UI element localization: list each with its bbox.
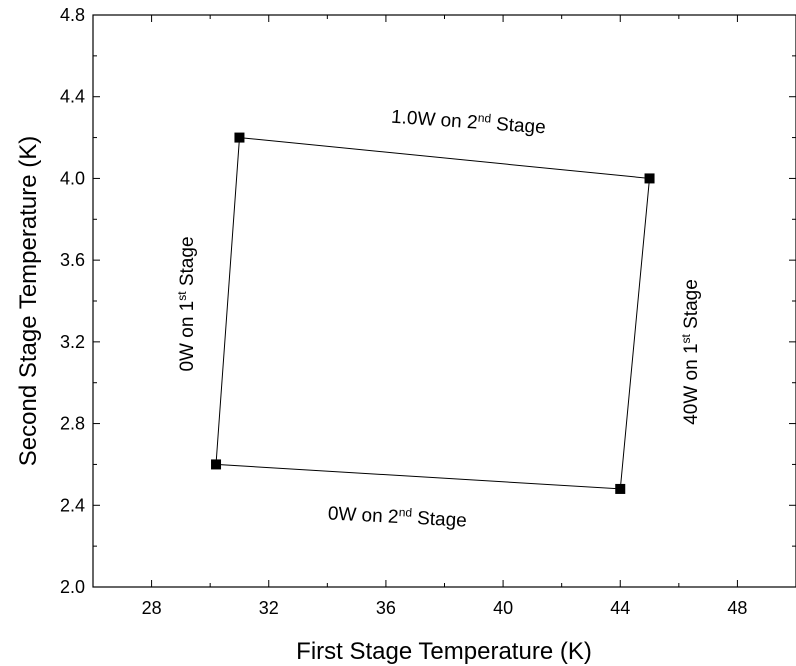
annotation-right-sup: st bbox=[679, 333, 693, 343]
annotation-left-base: 0W on 1 bbox=[177, 301, 198, 372]
annotation-left-rest: Stage bbox=[177, 236, 198, 291]
series-line bbox=[215, 137, 651, 490]
data-point bbox=[211, 459, 222, 470]
x-tick-label: 36 bbox=[376, 598, 396, 618]
x-tick-label: 48 bbox=[727, 598, 747, 618]
data-point bbox=[615, 483, 626, 494]
x-tick-label: 40 bbox=[493, 598, 513, 618]
annotation-bottom: 0W on 2nd Stage bbox=[327, 501, 467, 531]
x-tick-label: 44 bbox=[610, 598, 630, 618]
annotation-top: 1.0W on 2nd Stage bbox=[390, 105, 546, 139]
y-tick-label: 4.4 bbox=[60, 87, 85, 107]
annotation-right: 40W on 1st Stage bbox=[679, 279, 702, 425]
x-axis: 28 32 36 40 44 48 bbox=[92, 15, 796, 618]
x-tick-label: 32 bbox=[259, 598, 279, 618]
y-tick-label: 3.2 bbox=[60, 332, 85, 352]
x-axis-title: First Stage Temperature (K) bbox=[296, 638, 592, 665]
y-tick-label: 2.8 bbox=[60, 414, 85, 434]
y-tick-label: 4.8 bbox=[60, 5, 85, 25]
annotation-bottom-sup: nd bbox=[398, 505, 412, 520]
y-tick-label: 3.6 bbox=[60, 250, 85, 270]
series-markers bbox=[211, 132, 655, 494]
y-tick-label: 2.4 bbox=[60, 495, 85, 515]
annotation-top-rest: Stage bbox=[490, 114, 546, 139]
annotation-top-sup: nd bbox=[477, 111, 491, 126]
annotation-left: 0W on 1st Stage bbox=[175, 236, 198, 371]
data-point bbox=[644, 173, 655, 184]
y-tick-label: 2.0 bbox=[60, 577, 85, 597]
annotation-right-base: 40W on 1 bbox=[681, 343, 702, 424]
data-point bbox=[234, 132, 245, 143]
annotation-bottom-rest: Stage bbox=[411, 508, 467, 532]
y-axis: 2.0 2.4 2.8 3.2 3.6 4.0 4.4 4.8 bbox=[60, 5, 796, 597]
annotation-bottom-base: 0W on 2 bbox=[327, 503, 399, 528]
y-tick-label: 4.0 bbox=[60, 168, 85, 188]
y-axis-title: Second Stage Temperature (K) bbox=[15, 136, 42, 466]
x-tick-label: 28 bbox=[142, 598, 162, 618]
annotation-right-rest: Stage bbox=[681, 279, 702, 334]
annotation-top-base: 1.0W on 2 bbox=[390, 107, 478, 134]
annotation-left-sup: st bbox=[175, 291, 189, 301]
